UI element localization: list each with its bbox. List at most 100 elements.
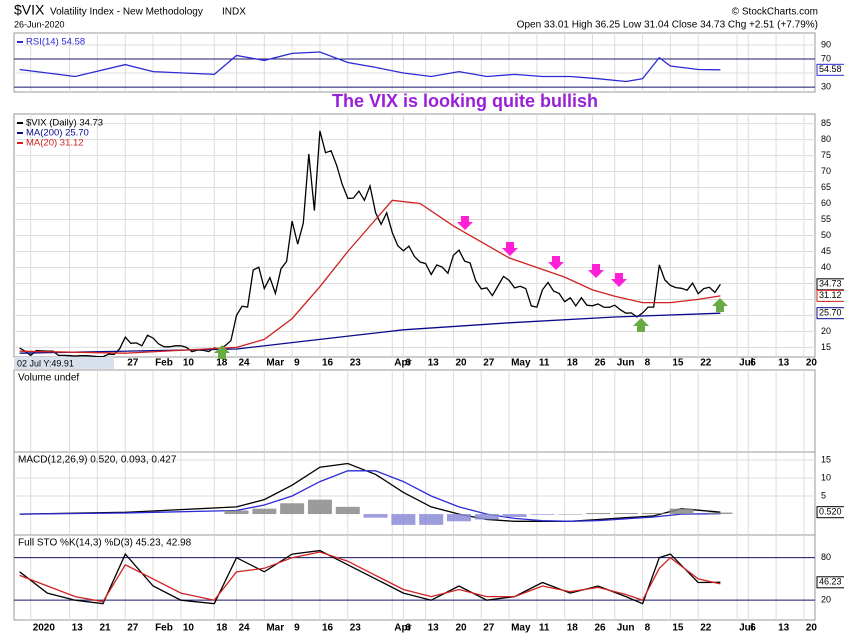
y-tick-label: 70 <box>821 53 831 63</box>
panel-frame <box>13 534 816 621</box>
x-tick-label: 22 <box>700 358 712 369</box>
histogram-bar <box>252 508 277 515</box>
y-tick-label: 10 <box>821 472 831 482</box>
y-tick-label: 55 <box>821 214 831 224</box>
histogram-bar <box>669 508 694 515</box>
x-tick-label: 26 <box>595 358 607 369</box>
series-line <box>19 312 721 354</box>
legend-entry: MA(20) 31.12 <box>26 138 84 149</box>
date: 26-Jun-2020 <box>14 19 65 29</box>
y-tick-label: 80 <box>821 134 831 144</box>
histogram-bar <box>502 514 527 517</box>
histogram-bar <box>641 512 666 515</box>
y-tick-label: 65 <box>821 182 831 192</box>
y-tick-label: 20 <box>821 595 831 605</box>
x-tick-label: 20 <box>455 623 467 634</box>
x-tick-label: 24 <box>239 623 251 634</box>
x-tick-label: May <box>511 623 531 634</box>
copyright: © StockCharts.com <box>732 7 818 18</box>
y-tick-label: 30 <box>821 81 831 91</box>
quote: Open 33.01 High 36.25 Low 31.04 Close 34… <box>517 20 818 31</box>
x-tick-label: 21 <box>99 623 111 634</box>
x-tick-label: Jun <box>617 358 635 369</box>
histogram-bar <box>391 514 416 525</box>
x-tick-label: 20 <box>806 358 818 369</box>
y-tick-label: 60 <box>821 198 831 208</box>
last-value-label: 46.23 <box>819 577 842 587</box>
histogram-bar <box>224 510 249 515</box>
last-value-box <box>816 307 844 320</box>
x-tick-label: 27 <box>483 358 495 369</box>
series-line <box>19 462 721 522</box>
up-arrow <box>633 318 649 332</box>
x-tick-label: Jun <box>617 623 635 634</box>
x-tick-label: 13 <box>778 358 790 369</box>
x-tick-label: 11 <box>539 623 550 634</box>
x-tick-label: 8 <box>645 358 651 369</box>
x-tick-label: 27 <box>127 358 139 369</box>
last-value-label: 31.12 <box>819 290 842 300</box>
last-value-box <box>816 289 844 302</box>
x-tick-label: 8 <box>645 623 651 634</box>
histogram-bar <box>363 514 388 518</box>
x-tick-label: 13 <box>778 623 790 634</box>
histogram-bar <box>307 499 332 515</box>
x-tick-label: Feb <box>155 623 173 634</box>
y-tick-label: 90 <box>821 39 831 49</box>
last-value-box <box>816 506 844 519</box>
x-tick-label: 10 <box>183 358 195 369</box>
up-arrow <box>712 298 728 312</box>
x-tick-label: 20 <box>806 623 818 634</box>
y-tick-label: 15 <box>821 342 831 352</box>
y-tick-label: 75 <box>821 150 831 160</box>
y-tick-label: 40 <box>821 262 831 272</box>
down-arrow <box>611 273 627 287</box>
x-tick-label: 11 <box>539 358 550 369</box>
x-tick-label: 26 <box>595 623 607 634</box>
x-tick-label: 13 <box>428 358 440 369</box>
x-tick-label: 27 <box>127 623 139 634</box>
last-value-label: 34.73 <box>819 279 842 289</box>
x-tick-label: 18 <box>567 358 579 369</box>
x-tick-label: 18 <box>216 623 228 634</box>
y-tick-label: 85 <box>821 118 831 128</box>
histogram-bar <box>419 514 444 525</box>
arrows <box>214 216 728 359</box>
panel-legend: Full STO %K(14,3) %D(3) 45.23, 42.98 <box>18 538 192 549</box>
last-value-box <box>816 278 844 291</box>
y-tick-label: 15 <box>821 454 831 464</box>
series-line <box>19 551 721 603</box>
x-tick-label: 18 <box>216 358 228 369</box>
x-tick-label: Feb <box>155 358 173 369</box>
last-value-label: 54.58 <box>819 64 842 74</box>
start-label-bg <box>14 357 114 369</box>
histogram-bar <box>708 512 733 515</box>
x-tick-label: 15 <box>672 358 684 369</box>
x-tick-label: Apr <box>394 358 411 369</box>
y-tick-label: 5 <box>821 490 826 500</box>
x-tick-label: Mar <box>266 358 284 369</box>
histogram-bar <box>335 506 360 515</box>
series-line <box>19 549 721 605</box>
histogram-bar <box>613 512 638 515</box>
y-tick-label: 80 <box>821 552 831 562</box>
down-arrow <box>457 216 473 230</box>
x-tick-label: 13 <box>428 623 440 634</box>
legend-entry: $VIX (Daily) 34.73 <box>26 118 103 129</box>
y-tick-label: 20 <box>821 326 831 336</box>
series-line <box>19 51 721 83</box>
start-label: 02 Jul Y:49.91 <box>17 358 74 368</box>
x-tick-label: 16 <box>322 623 334 634</box>
symbol-name: Volatility Index - New Methodology <box>50 7 203 18</box>
x-tick-label: 18 <box>567 623 579 634</box>
x-tick-label: 23 <box>350 358 362 369</box>
legend-entry: MA(200) 25.70 <box>26 128 89 139</box>
histogram-bar <box>280 503 305 515</box>
panel-legend: MACD(12,26,9) 0.520, 0.093, 0.427 <box>18 455 177 466</box>
series-line <box>19 470 721 522</box>
histogram-bar <box>447 514 471 522</box>
x-tick-label: 9 <box>294 623 300 634</box>
x-tick-label: 24 <box>239 358 251 369</box>
